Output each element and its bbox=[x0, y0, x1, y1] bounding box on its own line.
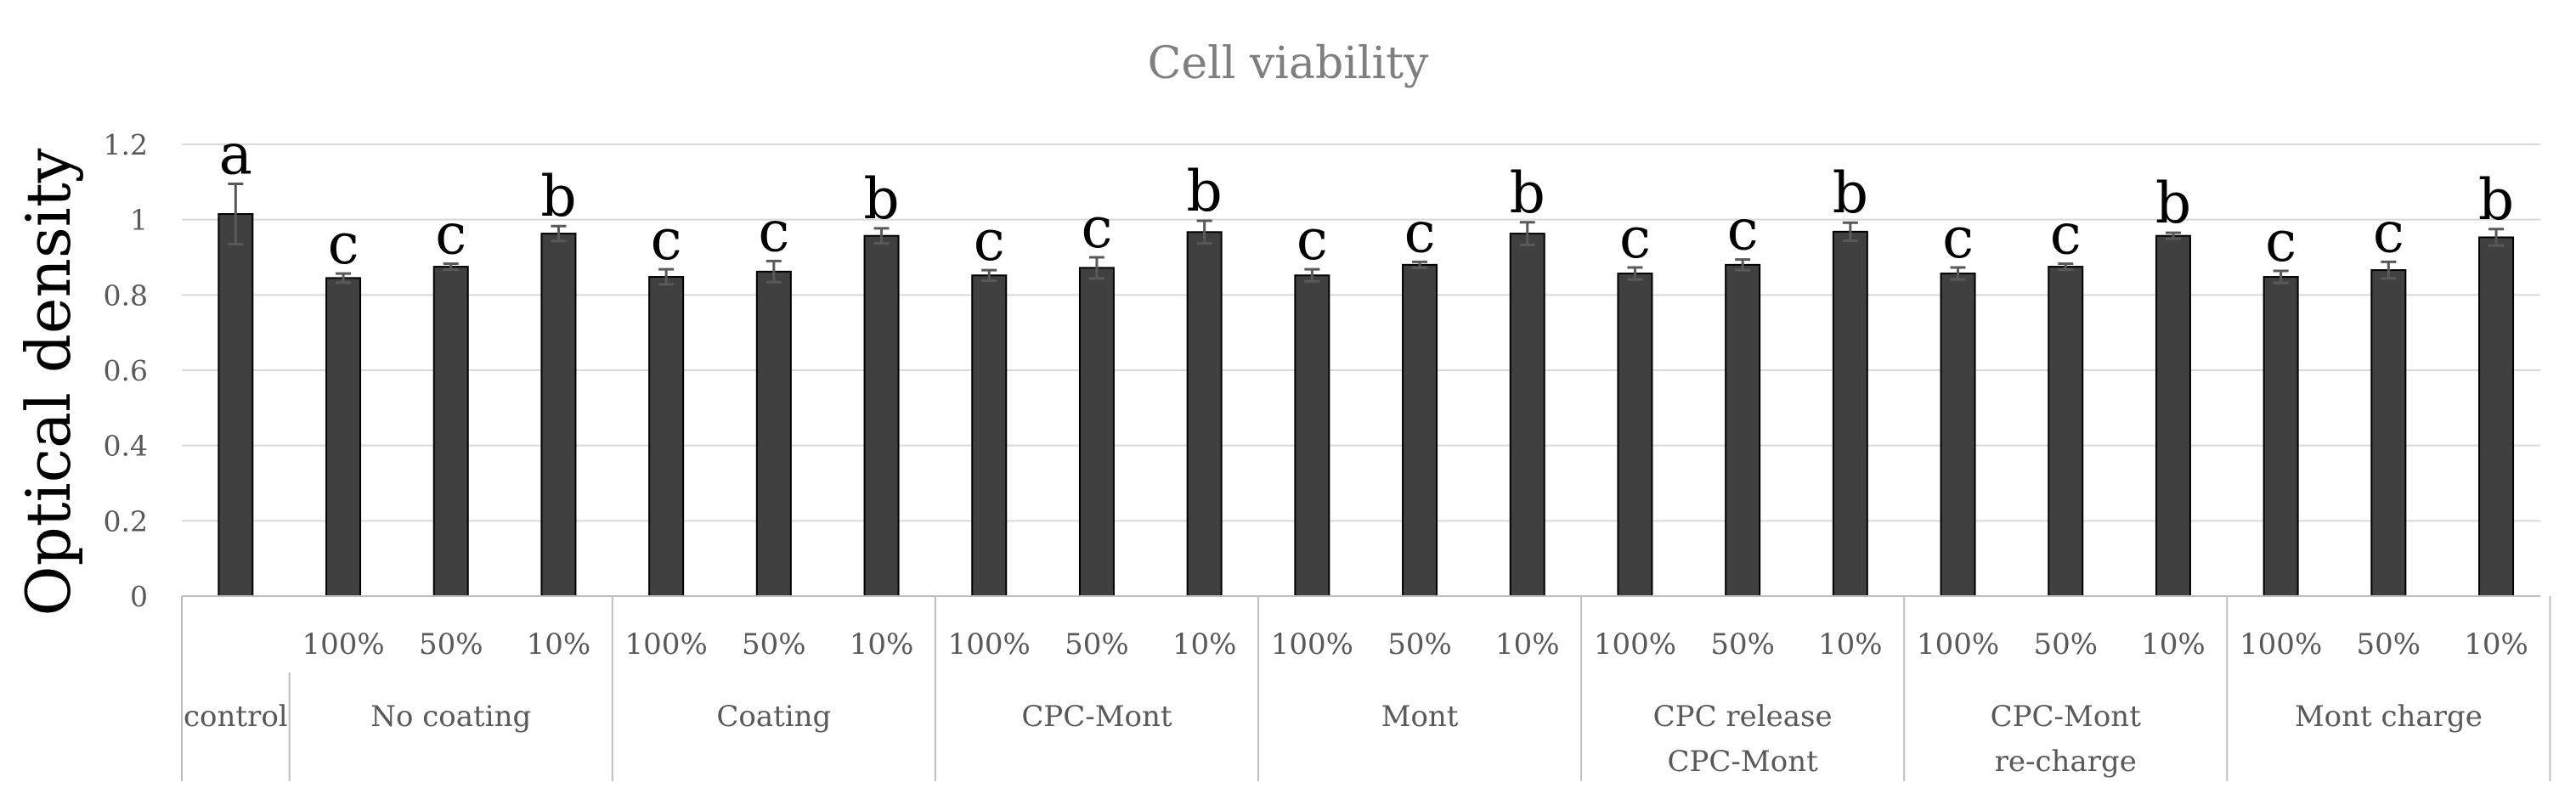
y-tick-label: 0.6 bbox=[104, 354, 148, 387]
x-tick-label: 100% bbox=[1594, 628, 1676, 661]
bar bbox=[1186, 231, 1223, 597]
group-label: Mont charge bbox=[2295, 700, 2483, 734]
significance-letter: c bbox=[2265, 209, 2296, 274]
x-tick-label: 50% bbox=[1387, 628, 1452, 661]
x-axis: control 100% 50% 10% No coating 100% 50% 10% Coa… bbox=[181, 595, 2551, 781]
group-label: re-charge bbox=[1995, 745, 2137, 779]
group-label: Mont bbox=[1381, 700, 1459, 734]
bar bbox=[325, 277, 362, 597]
bar bbox=[540, 233, 577, 597]
bar bbox=[1078, 267, 1115, 597]
bar bbox=[432, 266, 469, 597]
x-tick-label: 50% bbox=[419, 628, 483, 661]
y-tick-label: 1.2 bbox=[104, 128, 148, 161]
significance-letter: c bbox=[328, 211, 359, 277]
significance-letter: c bbox=[1942, 205, 1974, 271]
group-label: control bbox=[184, 700, 288, 734]
bar bbox=[1509, 233, 1545, 597]
x-tick-label: 100% bbox=[1917, 628, 1999, 661]
chart-title: Cell viability bbox=[1148, 38, 1429, 89]
x-tick-label: 50% bbox=[1710, 628, 1775, 661]
x-tick-label: 10% bbox=[2464, 628, 2528, 661]
bar bbox=[648, 276, 685, 597]
y-tick-label: 0.4 bbox=[104, 430, 148, 463]
significance-letter: c bbox=[2373, 200, 2404, 265]
significance-letter: c bbox=[651, 207, 682, 273]
bar bbox=[1725, 263, 1761, 597]
significance-letter: b bbox=[1187, 159, 1223, 224]
bar bbox=[2478, 236, 2515, 597]
significance-letter: c bbox=[1404, 200, 1436, 265]
significance-letter: c bbox=[1081, 195, 1112, 261]
y-tick-label: 0.8 bbox=[104, 279, 148, 312]
x-tick-label: 10% bbox=[1818, 628, 1883, 661]
bar bbox=[971, 274, 1008, 597]
x-tick-label: 50% bbox=[2033, 628, 2098, 661]
group-label: CPC-Mont bbox=[1021, 700, 1172, 734]
bar bbox=[1940, 273, 1976, 597]
significance-letter: c bbox=[974, 208, 1005, 273]
bar bbox=[863, 234, 900, 597]
bar bbox=[755, 270, 792, 597]
bar bbox=[1402, 263, 1438, 597]
significance-letter: b bbox=[1510, 160, 1545, 226]
x-tick-label: 100% bbox=[948, 628, 1031, 661]
error-bars bbox=[228, 183, 2505, 286]
x-tick-label: 50% bbox=[2357, 628, 2421, 661]
x-tick-label: 10% bbox=[527, 628, 591, 661]
bar bbox=[2262, 276, 2299, 597]
significance-letter: b bbox=[2155, 171, 2191, 236]
significance-letter: c bbox=[1296, 207, 1328, 273]
bar bbox=[2048, 266, 2084, 597]
significance-letter: b bbox=[1833, 160, 1868, 226]
bar bbox=[1294, 274, 1330, 597]
bar bbox=[2155, 234, 2191, 597]
group-label: No coating bbox=[370, 700, 531, 734]
bar bbox=[2370, 269, 2407, 597]
y-tick-label: 0.2 bbox=[104, 504, 148, 538]
x-tick-label: 100% bbox=[625, 628, 708, 661]
significance-letter: c bbox=[2050, 202, 2082, 267]
significance-letter: a bbox=[219, 122, 252, 188]
group-label: Coating bbox=[716, 700, 831, 734]
group-label: CPC-Mont bbox=[1668, 745, 1819, 779]
x-tick-label: 100% bbox=[1271, 628, 1353, 661]
significance-letter: c bbox=[1619, 205, 1651, 271]
group-label: CPC-Mont bbox=[1991, 700, 2142, 734]
y-tick-label: 1 bbox=[130, 204, 148, 237]
significance-letter: c bbox=[1727, 198, 1759, 263]
x-tick-label: 10% bbox=[2141, 628, 2206, 661]
significance-letter: c bbox=[758, 199, 789, 264]
significance-letter: b bbox=[540, 164, 576, 229]
significance-letter: c bbox=[435, 202, 466, 267]
x-tick-label: 10% bbox=[1172, 628, 1237, 661]
y-axis-ticks: 0 0.2 0.4 0.6 0.8 1 1.2 bbox=[104, 128, 148, 613]
x-tick-label: 10% bbox=[1495, 628, 1560, 661]
x-tick-label: 100% bbox=[302, 628, 384, 661]
x-tick-label: 10% bbox=[850, 628, 914, 661]
significance-letters: a c c b c c b c c b c c b c c b c c b c c b bbox=[219, 122, 2515, 278]
significance-letter: b bbox=[863, 166, 899, 232]
x-tick-label: 100% bbox=[2240, 628, 2322, 661]
x-tick-label: 50% bbox=[1065, 628, 1129, 661]
group-label: CPC release bbox=[1653, 700, 1833, 734]
bar bbox=[1617, 273, 1653, 597]
bars bbox=[217, 213, 2515, 597]
x-tick-label: 50% bbox=[742, 628, 806, 661]
bar bbox=[217, 213, 254, 597]
bar bbox=[1832, 230, 1868, 597]
significance-letter: b bbox=[2478, 167, 2514, 233]
y-tick-label: 0 bbox=[130, 580, 148, 613]
y-axis-label: Optical density bbox=[13, 148, 84, 616]
